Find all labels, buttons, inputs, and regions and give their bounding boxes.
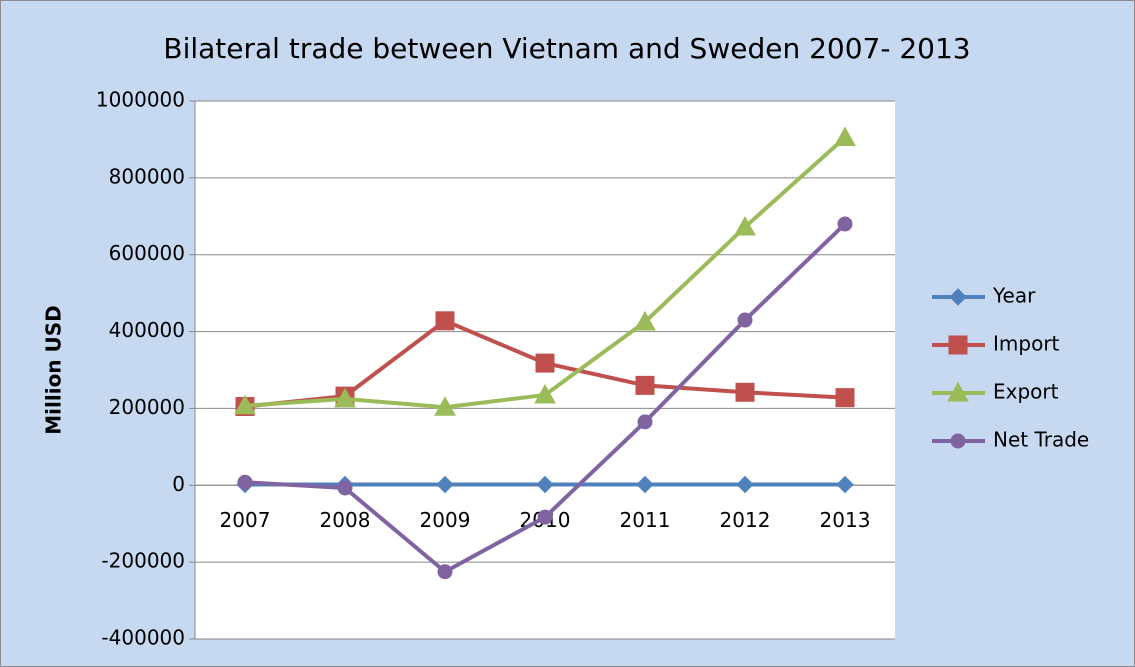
data-point <box>837 216 853 232</box>
legend-marker <box>950 433 966 449</box>
x-tick-label: 2007 <box>220 508 271 532</box>
data-point <box>237 474 253 490</box>
data-point <box>535 353 555 373</box>
data-point <box>434 396 456 416</box>
data-point <box>437 564 453 580</box>
data-point <box>435 311 455 331</box>
data-point <box>835 388 855 408</box>
y-tick-label: 600000 <box>109 241 185 265</box>
x-tick-label: 2013 <box>820 508 871 532</box>
y-tick-label: 400000 <box>109 318 185 342</box>
y-tick-label: -200000 <box>101 549 185 573</box>
legend-marker <box>948 335 968 355</box>
y-tick-label: 800000 <box>109 164 185 188</box>
legend-marker <box>949 288 967 306</box>
data-point <box>736 475 754 494</box>
data-point <box>634 310 656 331</box>
data-point <box>536 475 554 494</box>
chart-title: Bilateral trade between Vietnam and Swed… <box>163 32 970 65</box>
data-point <box>834 126 856 147</box>
data-point <box>836 475 854 494</box>
data-point <box>234 394 256 415</box>
legend-label: Net Trade <box>993 428 1089 452</box>
x-tick-label: 2008 <box>320 508 371 532</box>
data-point <box>337 480 353 496</box>
x-tick-label: 2012 <box>720 508 771 532</box>
data-point <box>534 383 556 404</box>
legend-marker <box>947 381 969 402</box>
y-tick-label: 0 <box>172 472 185 496</box>
data-point <box>334 387 356 408</box>
x-tick-label: 2009 <box>420 508 471 532</box>
data-point <box>737 312 753 328</box>
data-point <box>735 382 755 402</box>
x-tick-label: 2011 <box>620 508 671 532</box>
data-point <box>436 475 454 494</box>
data-point <box>734 216 756 236</box>
legend-label: Year <box>992 284 1036 308</box>
legend-label: Export <box>993 380 1059 404</box>
data-point <box>636 475 654 494</box>
y-tick-label: 1000000 <box>96 88 185 112</box>
y-tick-label: -400000 <box>101 626 185 650</box>
y-axis-label: Million USD <box>42 305 66 435</box>
data-point <box>635 375 655 395</box>
legend-label: Import <box>993 332 1060 356</box>
y-tick-label: 200000 <box>109 395 185 419</box>
data-point <box>537 509 553 525</box>
data-point <box>637 414 653 430</box>
